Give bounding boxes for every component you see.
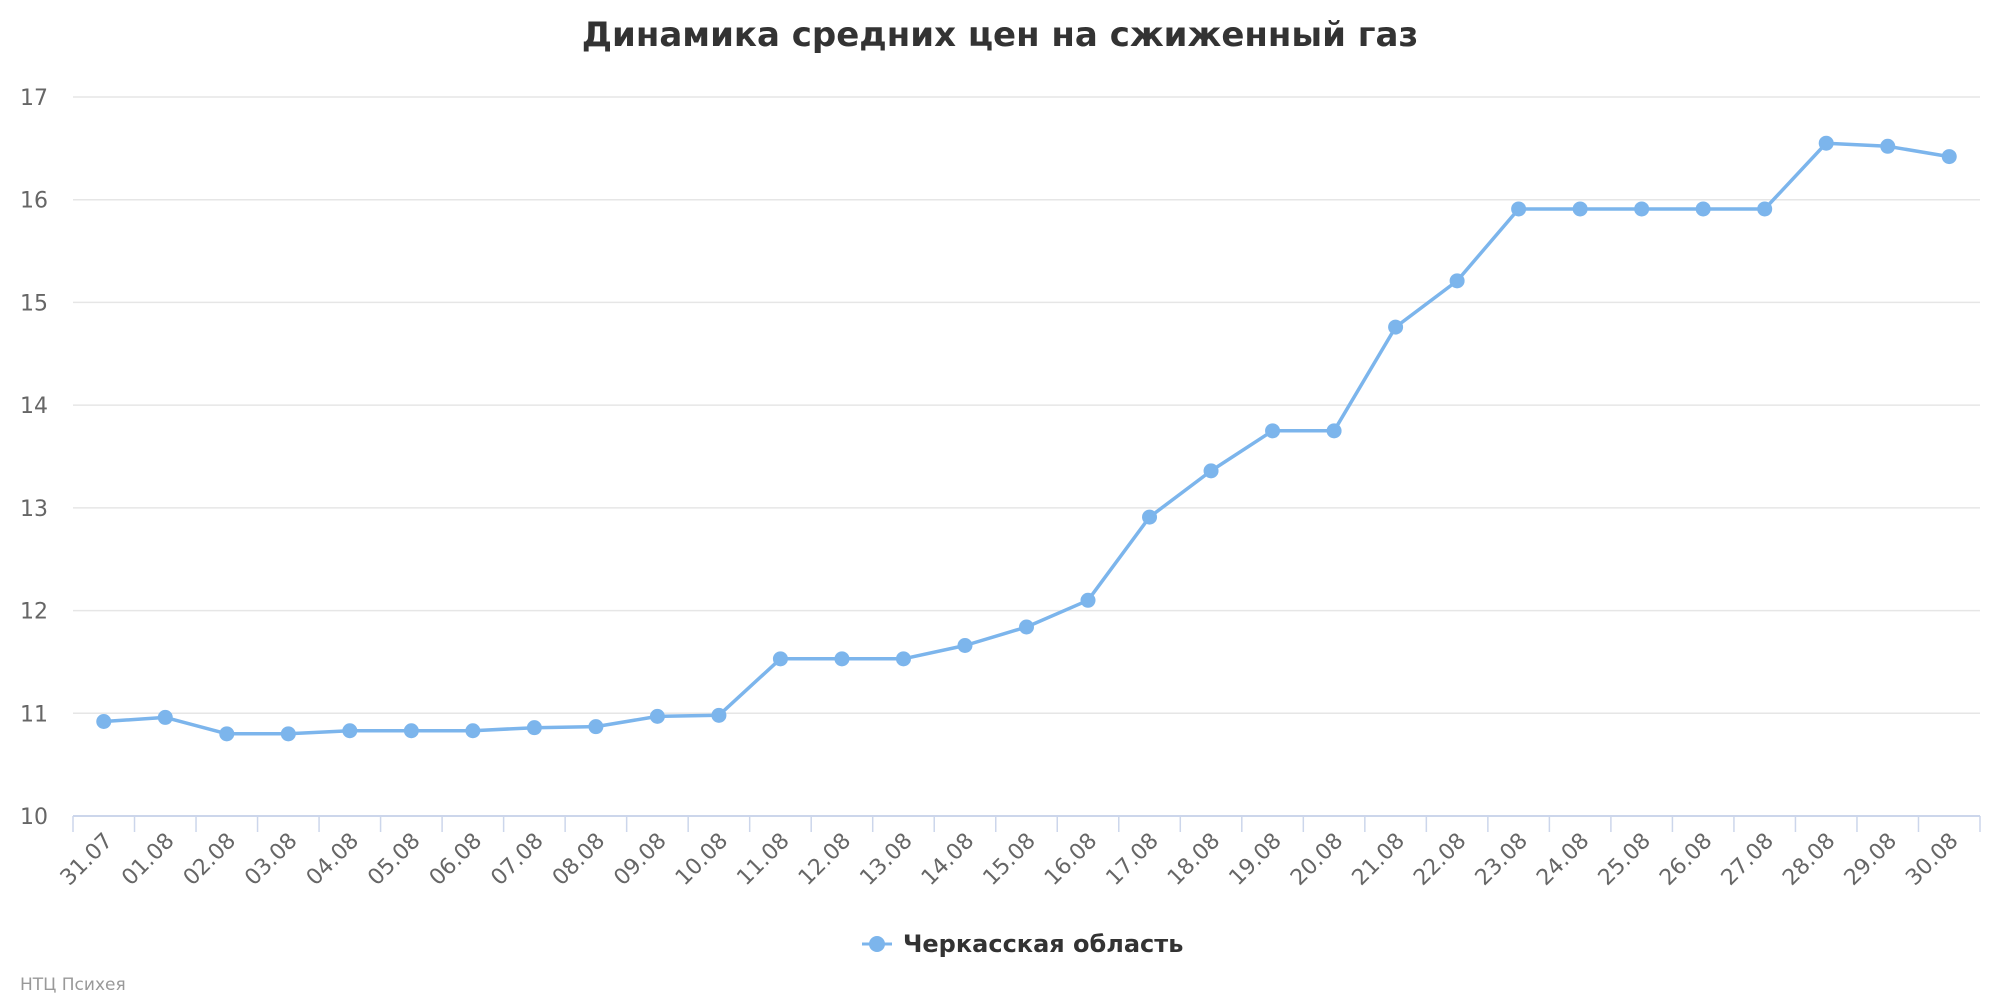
data-point[interactable] bbox=[1818, 135, 1834, 151]
x-tick-label: 25.08 bbox=[1594, 829, 1656, 891]
x-tick-label: 06.08 bbox=[425, 829, 487, 891]
data-point[interactable] bbox=[1019, 619, 1034, 635]
x-tick-label: 05.08 bbox=[363, 829, 425, 891]
x-tick-label: 12.08 bbox=[794, 829, 856, 891]
y-tick-label: 16 bbox=[20, 189, 48, 214]
x-tick-label: 21.08 bbox=[1348, 829, 1410, 891]
x-tick-label: 18.08 bbox=[1163, 829, 1225, 891]
data-point[interactable] bbox=[1080, 592, 1096, 608]
x-tick-label: 23.08 bbox=[1471, 829, 1533, 891]
y-tick-label: 15 bbox=[20, 291, 48, 316]
data-point[interactable] bbox=[711, 707, 727, 723]
data-point[interactable] bbox=[1142, 509, 1158, 525]
data-point[interactable] bbox=[342, 723, 358, 739]
grid-lines bbox=[73, 96, 1980, 715]
data-point[interactable] bbox=[1941, 149, 1957, 165]
data-point[interactable] bbox=[403, 723, 419, 739]
data-point[interactable] bbox=[588, 719, 604, 735]
x-tick-label: 08.08 bbox=[548, 829, 610, 891]
x-tick-label: 19.08 bbox=[1225, 829, 1287, 891]
x-tick-label: 24.08 bbox=[1532, 829, 1594, 891]
data-point[interactable] bbox=[219, 726, 235, 742]
data-point[interactable] bbox=[1203, 463, 1219, 479]
x-tick-label: 26.08 bbox=[1655, 829, 1717, 891]
x-tick-label: 20.08 bbox=[1286, 829, 1348, 891]
data-point[interactable] bbox=[465, 723, 481, 739]
credits[interactable]: НТЦ Психея bbox=[20, 975, 126, 995]
y-tick-label: 13 bbox=[20, 497, 48, 522]
data-point[interactable] bbox=[895, 651, 911, 667]
x-tick-label: 07.08 bbox=[486, 829, 548, 891]
x-tick-label: 11.08 bbox=[732, 829, 794, 891]
y-axis: 10 11 12 13 14 15 16 17 bbox=[20, 86, 48, 830]
x-tick-label: 04.08 bbox=[302, 829, 364, 891]
series-line bbox=[102, 141, 1951, 736]
x-tick-label: 14.08 bbox=[917, 829, 979, 891]
data-point[interactable] bbox=[1449, 273, 1465, 289]
data-point[interactable] bbox=[1265, 423, 1281, 439]
data-point[interactable] bbox=[96, 714, 112, 730]
x-tick-label: 01.08 bbox=[117, 829, 179, 891]
x-tick-label: 02.08 bbox=[179, 829, 241, 891]
x-tick-label: 17.08 bbox=[1102, 829, 1164, 891]
x-tick-label: 29.08 bbox=[1840, 829, 1902, 891]
data-point[interactable] bbox=[526, 720, 542, 736]
y-tick-label: 17 bbox=[20, 86, 48, 111]
data-point[interactable] bbox=[157, 709, 173, 725]
data-point[interactable] bbox=[649, 708, 665, 724]
x-tick-label: 10.08 bbox=[671, 829, 733, 891]
x-tick-label: 30.08 bbox=[1901, 829, 1963, 891]
x-tick-label: 16.08 bbox=[1040, 829, 1102, 891]
data-point[interactable] bbox=[957, 637, 973, 653]
legend-series-name: Черкасская область bbox=[903, 930, 1183, 958]
series-layer bbox=[96, 135, 1957, 742]
data-point[interactable] bbox=[1388, 319, 1404, 335]
chart-title: Динамика средних цен на сжиженный газ bbox=[582, 15, 1419, 55]
data-point[interactable] bbox=[1511, 201, 1527, 217]
y-tick-label: 12 bbox=[20, 600, 48, 625]
data-point[interactable] bbox=[280, 726, 296, 742]
x-tick-label: 09.08 bbox=[609, 829, 671, 891]
data-point[interactable] bbox=[1880, 138, 1896, 154]
x-tick-label: 31.07 bbox=[56, 829, 118, 891]
data-point[interactable] bbox=[1634, 201, 1650, 217]
y-tick-label: 11 bbox=[20, 702, 48, 727]
data-point[interactable] bbox=[834, 651, 850, 667]
x-tick-label: 15.08 bbox=[979, 829, 1041, 891]
data-point[interactable] bbox=[1695, 201, 1711, 217]
legend-dot-marker bbox=[869, 936, 885, 952]
data-point[interactable] bbox=[1757, 201, 1773, 217]
data-point[interactable] bbox=[1326, 423, 1342, 439]
x-tick-label: 22.08 bbox=[1409, 829, 1471, 891]
y-tick-label: 10 bbox=[20, 805, 48, 830]
x-tick-label: 13.08 bbox=[855, 829, 917, 891]
data-point[interactable] bbox=[772, 651, 788, 667]
x-tick-label: 03.08 bbox=[240, 829, 302, 891]
data-point[interactable] bbox=[1572, 201, 1588, 217]
legend[interactable]: Черкасская область bbox=[862, 930, 1183, 958]
x-tick-label: 27.08 bbox=[1717, 829, 1779, 891]
x-tick-label: 28.08 bbox=[1778, 829, 1840, 891]
y-tick-label: 14 bbox=[20, 394, 48, 419]
x-axis: 31.07 01.08 02.08 03.08 04.08 05.08 06.08 07.08… bbox=[56, 815, 1981, 891]
